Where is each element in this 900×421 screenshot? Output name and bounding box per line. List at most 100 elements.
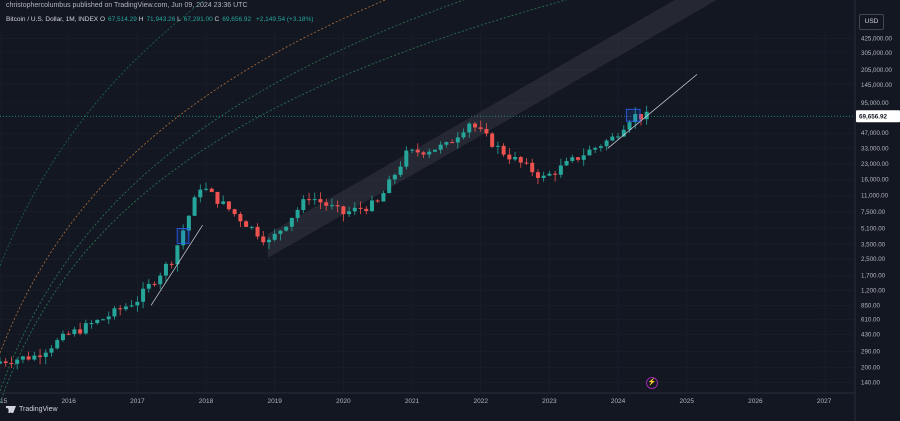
candle-body (530, 162, 535, 173)
candle-body (112, 308, 117, 317)
candle-body (467, 123, 472, 133)
high-label: H (138, 16, 144, 23)
tradingview-wordmark: TradingView (19, 406, 58, 413)
low-value: 67,291.00 (183, 16, 213, 23)
symbol-name: Bitcoin / U.S. Dollar, 1M, INDEX (6, 16, 99, 23)
candle-body (472, 123, 478, 128)
candle-body (524, 162, 529, 164)
candle-body (83, 323, 88, 334)
candle-body (101, 319, 106, 321)
candle-body (410, 149, 415, 151)
y-tick-label: 23,000.00 (861, 161, 889, 168)
x-tick-label: 2016 (61, 398, 76, 405)
close-label: C (214, 16, 220, 23)
candle-body (9, 362, 14, 364)
candle-body (175, 245, 180, 265)
symbol-legend: Bitcoin / U.S. Dollar, 1M, INDEX O 67,514… (6, 16, 313, 23)
y-tick-label: 305,000.00 (861, 50, 893, 57)
candle-body (507, 154, 512, 160)
candle-body (427, 151, 432, 155)
candle-body (501, 145, 506, 155)
y-tick-label: 1,200.00 (861, 287, 886, 294)
candle-body (375, 200, 380, 202)
y-tick-label: 3,500.00 (861, 242, 886, 249)
candle-body (49, 348, 54, 353)
candle-body (249, 226, 254, 228)
candle-body (347, 211, 352, 215)
candle-body (3, 361, 8, 363)
y-tick-label: 610.00 (861, 317, 880, 324)
tradingview-logo[interactable]: TradingView (6, 406, 58, 413)
y-tick-label: 425,000.00 (861, 36, 893, 43)
y-tick-label: 95,000.00 (861, 100, 889, 107)
candle-body (32, 355, 37, 360)
candle-body (266, 239, 271, 243)
candle-body (598, 146, 603, 148)
candle-body (547, 173, 552, 176)
y-tick-label: 290.00 (861, 348, 880, 355)
candle-body (135, 301, 140, 306)
lower-band-line (0, 0, 568, 403)
last-price-label: 69,656.92 (859, 114, 888, 121)
candle-body (66, 333, 71, 335)
candle-body (638, 114, 643, 120)
candle-body (169, 263, 174, 265)
candle-body (261, 236, 266, 243)
candle-body (335, 205, 340, 207)
candle-body (324, 202, 329, 206)
shaded-channel (267, 0, 717, 258)
candle-body (301, 199, 306, 210)
candle-body (186, 215, 191, 231)
candle-body (221, 201, 226, 204)
candle-body (541, 175, 546, 178)
x-tick-label: 2018 (199, 398, 214, 405)
candle-body (209, 188, 214, 192)
candle-body (72, 329, 77, 335)
y-tick-label: 850.00 (861, 302, 880, 309)
high-value: 71,943.26 (146, 16, 176, 23)
candle-body (518, 157, 523, 163)
candle-body (553, 173, 558, 175)
candle-body (358, 207, 363, 209)
candle-body (621, 129, 626, 137)
candle-body (450, 142, 455, 144)
candle-body (369, 200, 374, 212)
y-tick-label: 47,000.00 (861, 130, 889, 137)
candle-body (644, 111, 649, 120)
candle-body (404, 150, 409, 167)
candle-body (141, 288, 146, 302)
candle-body (0, 361, 3, 364)
candle-body (89, 323, 94, 325)
candle-body (238, 214, 243, 222)
x-tick-label: 2019 (267, 398, 282, 405)
x-tick-label: 2027 (817, 398, 832, 405)
candle-body (398, 166, 403, 175)
last-price-tag (856, 110, 900, 123)
candle-body (318, 199, 323, 203)
event-marker-icon[interactable]: ⚡ (646, 377, 658, 389)
candle-body (415, 149, 420, 153)
candle-body (15, 359, 20, 364)
trendline-2024 (607, 74, 698, 149)
candle-body (381, 193, 386, 202)
candle-body (215, 191, 220, 204)
highlight-box-2017 (176, 228, 190, 244)
candle-body (564, 160, 569, 166)
candle-body (513, 157, 518, 160)
x-tick-label: 2017 (130, 398, 145, 405)
currency-button[interactable]: USD (859, 14, 884, 30)
x-tick-label: 2022 (473, 398, 488, 405)
candle-body (284, 226, 289, 231)
candle-body (495, 145, 500, 147)
x-tick-label: 2021 (405, 398, 420, 405)
candle-body (163, 263, 168, 276)
tradingview-mark-icon (6, 406, 16, 413)
x-tick-label: 2025 (680, 398, 695, 405)
candle-body (181, 230, 186, 246)
candle-body (26, 356, 31, 360)
candle-body (244, 221, 249, 227)
candle-body (341, 206, 346, 215)
candle-body (312, 199, 317, 201)
candle-body (146, 283, 151, 289)
